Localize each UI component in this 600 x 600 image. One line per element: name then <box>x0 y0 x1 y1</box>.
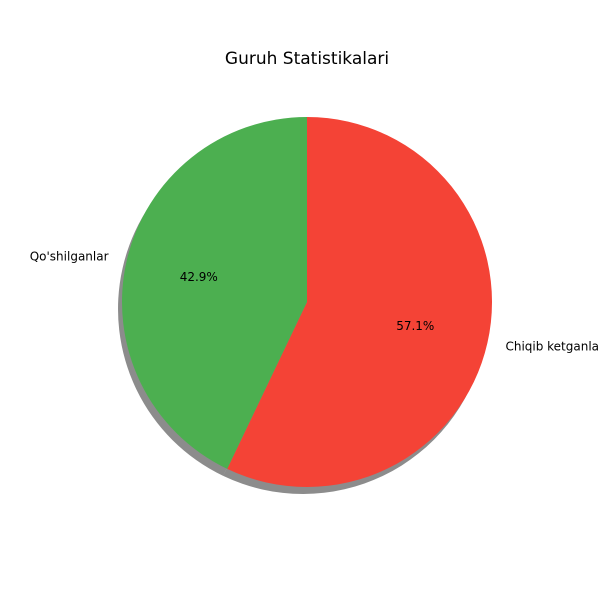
slice-percent-label-1: 42.9% <box>180 270 218 284</box>
slice-label-0: Chiqib ketganlar <box>505 340 600 354</box>
pie-slices <box>122 117 493 487</box>
pie-slice-1 <box>122 117 307 469</box>
slice-label-1: Qo'shilganlar <box>30 249 109 263</box>
pie-slice-0 <box>227 117 493 487</box>
pie-labels: Chiqib ketganlar 57.1% Qo'shilganlar 42.9% <box>30 249 600 353</box>
slice-percent-label-0: 57.1% <box>396 319 434 333</box>
chart-title: Guruh Statistikalari <box>225 49 389 69</box>
